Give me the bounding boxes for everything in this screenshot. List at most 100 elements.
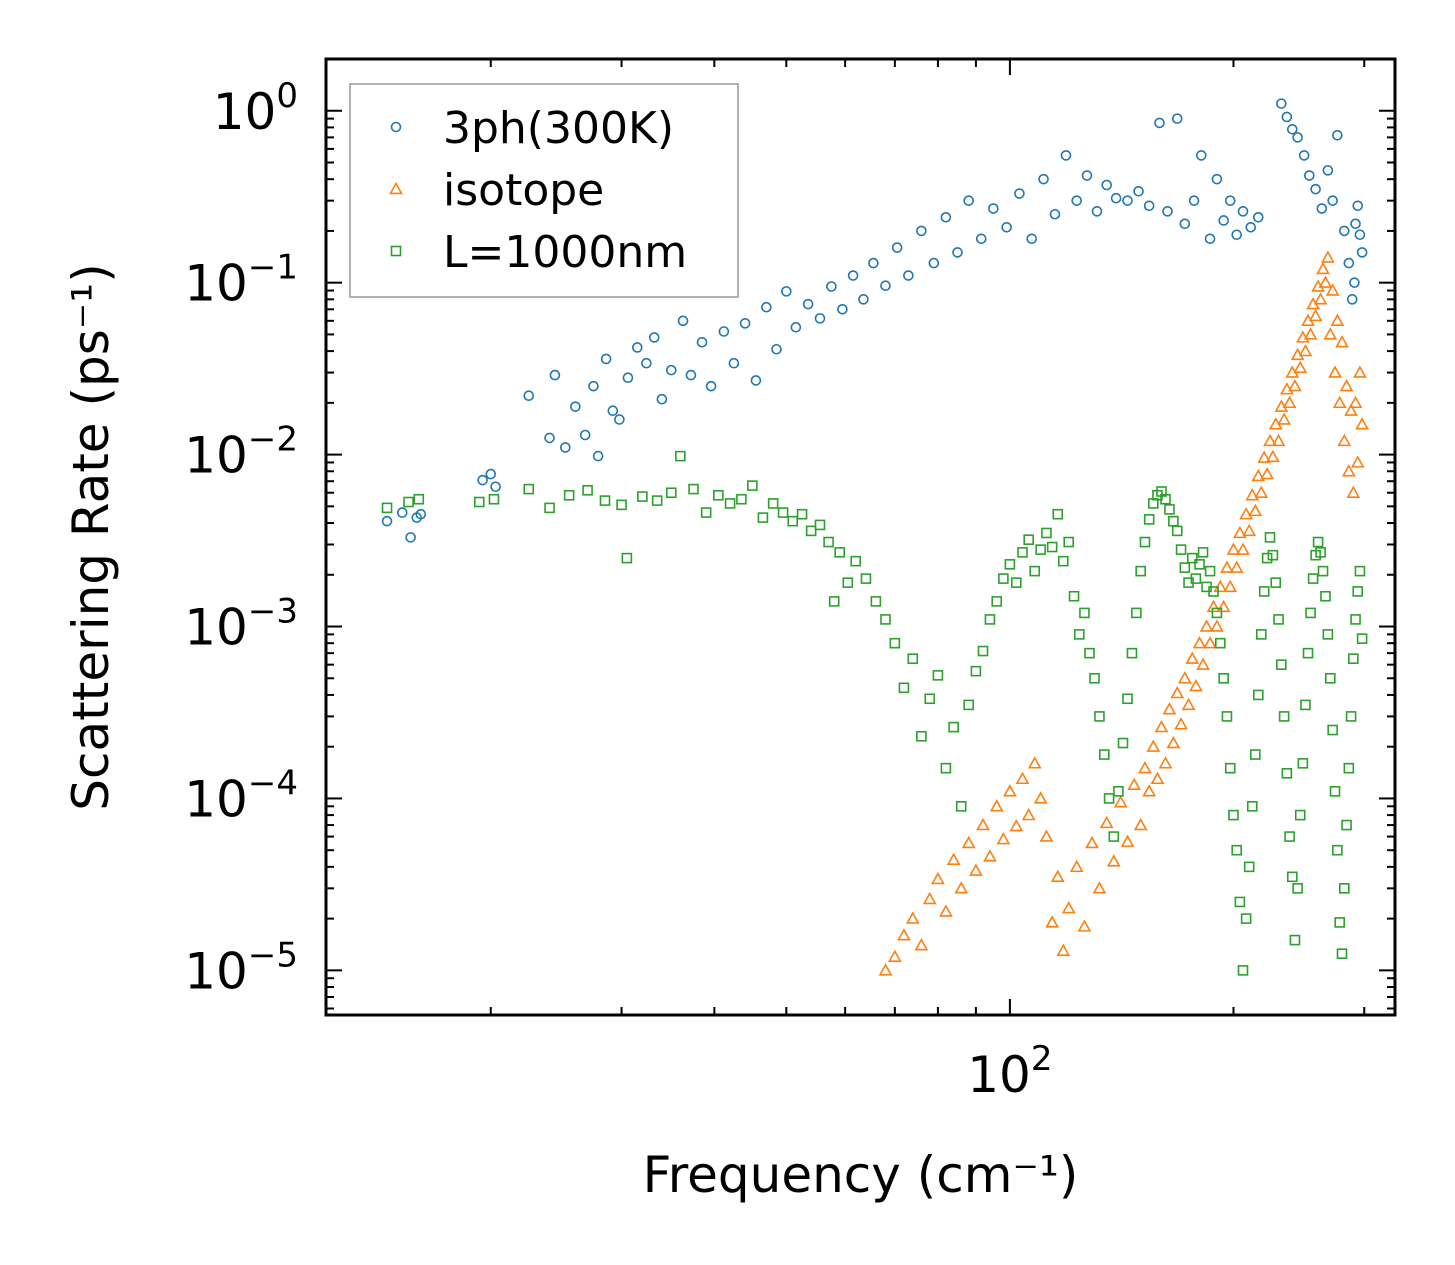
data-point <box>677 315 689 327</box>
data-point <box>991 596 1003 607</box>
data-point <box>1110 192 1122 204</box>
data-point <box>1303 327 1318 340</box>
data-point <box>1345 711 1357 722</box>
data-point <box>622 372 634 384</box>
data-point <box>1014 188 1025 199</box>
data-point <box>984 614 996 625</box>
data-point <box>1282 395 1297 409</box>
data-point <box>1224 195 1236 206</box>
data-point <box>1341 464 1356 477</box>
data-point <box>1046 541 1058 553</box>
data-point <box>996 831 1011 845</box>
data-point <box>1321 250 1335 263</box>
data-point <box>1089 672 1100 684</box>
data-point <box>1258 586 1270 597</box>
data-point <box>1278 711 1290 722</box>
data-point <box>1231 229 1242 241</box>
data-point <box>814 313 826 324</box>
data-point <box>826 281 837 292</box>
data-point <box>1120 834 1135 847</box>
data-point <box>988 203 999 214</box>
data-point <box>777 507 789 518</box>
data-point <box>1245 488 1260 501</box>
data-point <box>582 484 593 496</box>
data-point <box>1327 724 1338 736</box>
data-point <box>1027 756 1042 769</box>
data-point <box>757 512 769 523</box>
data-point <box>1084 647 1095 659</box>
data-point <box>1174 717 1188 730</box>
series-2 <box>381 450 1368 976</box>
data-point <box>850 555 862 567</box>
data-point <box>983 849 997 862</box>
data-point <box>1313 292 1328 305</box>
data-point <box>961 835 976 849</box>
data-point <box>1023 534 1034 545</box>
data-point <box>477 474 488 486</box>
data-point <box>1356 633 1368 644</box>
data-point <box>828 596 840 607</box>
y-tick-label: 10−4 <box>184 763 298 828</box>
data-point <box>1316 203 1328 214</box>
data-point <box>1122 693 1133 705</box>
data-point <box>1243 861 1255 873</box>
data-point <box>1322 629 1334 640</box>
data-point <box>1216 599 1231 613</box>
y-tick-label: 10−5 <box>184 935 298 1000</box>
tick-labels: 102 100 10−1 10−2 10−3 10−4 10−5 <box>184 76 1052 1104</box>
data-point <box>1261 552 1273 564</box>
data-point <box>1194 559 1205 570</box>
data-point <box>599 495 611 506</box>
data-point <box>1354 229 1366 241</box>
data-point <box>1352 200 1364 212</box>
data-point <box>1175 544 1187 555</box>
data-point <box>1237 206 1249 217</box>
data-point <box>1092 881 1107 894</box>
data-point <box>1276 98 1287 109</box>
data-point <box>1292 132 1303 143</box>
data-point <box>1179 218 1191 230</box>
data-point <box>903 270 914 281</box>
x-axis-label: Frequency (cm⁻¹) <box>643 1146 1079 1204</box>
data-point <box>700 507 712 518</box>
data-point <box>473 496 485 508</box>
data-point <box>1254 485 1269 498</box>
data-point <box>1245 221 1257 233</box>
legend-marker <box>389 181 403 195</box>
data-point <box>1181 697 1196 711</box>
data-point <box>1056 943 1071 956</box>
data-point <box>1199 619 1214 632</box>
data-point <box>1239 507 1253 520</box>
data-point <box>802 298 814 310</box>
data-point <box>1208 586 1219 597</box>
data-point <box>790 322 802 333</box>
data-point <box>1356 247 1368 258</box>
data-point <box>1189 678 1203 692</box>
data-point <box>1133 817 1148 831</box>
data-point <box>1242 523 1257 537</box>
data-point <box>946 852 961 865</box>
data-point <box>1069 859 1084 873</box>
data-point <box>1223 579 1238 593</box>
data-point <box>1307 573 1319 584</box>
data-point <box>750 375 762 386</box>
data-point <box>1101 179 1112 191</box>
data-point <box>1015 771 1030 785</box>
data-point <box>1079 607 1090 619</box>
data-point <box>905 911 920 924</box>
data-point <box>1171 525 1183 537</box>
data-point <box>1026 233 1038 245</box>
data-point <box>1246 801 1258 812</box>
data-point <box>1236 542 1250 555</box>
data-point <box>1322 165 1334 176</box>
data-point <box>1003 784 1017 797</box>
data-point <box>705 380 717 392</box>
data-point <box>781 286 792 297</box>
data-point <box>665 364 677 376</box>
data-point <box>842 577 854 588</box>
data-point <box>1218 215 1229 226</box>
data-point <box>1068 590 1080 602</box>
data-point <box>1073 629 1085 640</box>
data-point <box>1179 562 1191 573</box>
data-point <box>1049 208 1061 220</box>
